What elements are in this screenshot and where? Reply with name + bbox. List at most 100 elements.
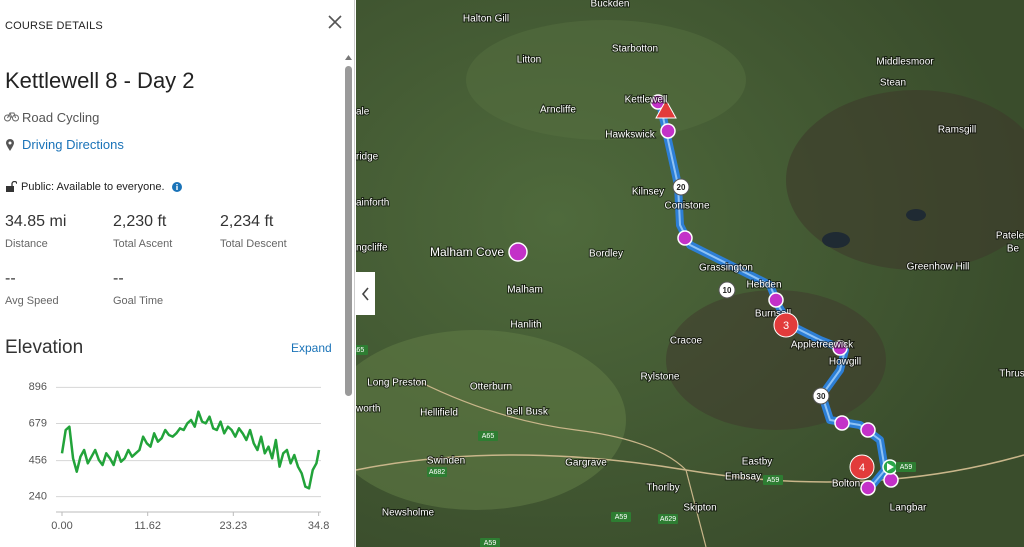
stat-value: 2,230 ft bbox=[113, 213, 167, 230]
place-label: Long Preston bbox=[367, 378, 427, 389]
place-label: Buckden bbox=[591, 0, 630, 10]
y-tick-label: 240 bbox=[29, 491, 47, 503]
road-label: A682 bbox=[429, 469, 445, 476]
stat-value: 34.85 mi bbox=[5, 213, 67, 230]
y-tick-label: 679 bbox=[29, 417, 47, 429]
route-marker bbox=[718, 281, 736, 299]
scroll-up[interactable] bbox=[344, 54, 353, 61]
place-label: worth bbox=[356, 404, 380, 415]
road-shield bbox=[356, 345, 368, 355]
map[interactable]: Buckden Halton Gill Starbotton Litton Middle… bbox=[356, 0, 1024, 547]
scrollbar[interactable] bbox=[345, 66, 352, 396]
x-tick-label: 0.00 bbox=[51, 520, 72, 532]
poi-markers bbox=[508, 94, 899, 496]
elevation-line bbox=[60, 410, 321, 490]
place-label: Conistone bbox=[664, 201, 709, 212]
place-label: Bordley bbox=[589, 249, 623, 260]
place-label: Langbar bbox=[890, 503, 927, 514]
route-marker-label: 30 bbox=[817, 392, 826, 401]
elevation-chart: 240 456 679 896 0.00 11.62 23.23 34.8 bbox=[29, 381, 330, 532]
x-tick-label: 34.8 bbox=[308, 520, 329, 532]
route-marker-label: 4 bbox=[859, 462, 865, 474]
place-label: Halton Gill bbox=[463, 14, 509, 25]
place-label: Otterburn bbox=[470, 382, 512, 393]
place-label: Swinden bbox=[427, 456, 465, 467]
place-label: Stean bbox=[880, 78, 906, 89]
place-label: Be bbox=[1007, 244, 1020, 255]
place-label: Appletreewick bbox=[791, 340, 854, 351]
place-label: Hellifield bbox=[420, 408, 458, 419]
road bbox=[415, 379, 687, 471]
road-shield bbox=[611, 512, 631, 522]
privacy: Public: Available to everyone. bbox=[21, 181, 165, 193]
lock-icon bbox=[6, 181, 17, 192]
stat-value: -- bbox=[5, 270, 16, 287]
course-panel: COURSE DETAILS Kettlewell 8 - Day 2 Road… bbox=[0, 0, 355, 547]
place-label: Newsholme bbox=[382, 508, 435, 519]
place-label: Kettlewell bbox=[625, 95, 668, 106]
bike-icon bbox=[4, 112, 19, 122]
stat-label: Distance bbox=[5, 238, 48, 250]
route-marker-label: 20 bbox=[677, 183, 686, 192]
place-label: Ramsgill bbox=[938, 125, 976, 136]
place-label: Middlesmoor bbox=[876, 57, 934, 68]
route-marker-label: 10 bbox=[723, 286, 732, 295]
collapse-tab[interactable] bbox=[356, 272, 375, 315]
place-label: Hebden bbox=[746, 280, 781, 291]
place-label: Greenhow Hill bbox=[907, 262, 970, 273]
stat-label: Total Ascent bbox=[113, 238, 173, 250]
fields bbox=[356, 330, 626, 510]
place-label: ridge bbox=[356, 152, 379, 163]
stat-value: 2,234 ft bbox=[220, 213, 274, 230]
driving-directions-link[interactable]: Driving Directions bbox=[22, 137, 124, 152]
place-label: ale bbox=[356, 107, 370, 118]
road-label: A629 bbox=[660, 516, 676, 523]
x-tick-label: 23.23 bbox=[220, 520, 248, 532]
place-label: ngcliffe bbox=[356, 243, 388, 254]
road-shield bbox=[763, 475, 783, 485]
fields bbox=[466, 20, 746, 140]
stat-label: Avg Speed bbox=[5, 295, 59, 307]
road-shield bbox=[896, 462, 916, 472]
place-label: ainforth bbox=[356, 198, 389, 209]
road-shield bbox=[658, 514, 678, 524]
elevation-title: Elevation bbox=[5, 337, 84, 358]
stat-label: Total Descent bbox=[220, 238, 287, 250]
route-marker bbox=[849, 454, 875, 480]
road-shield bbox=[480, 538, 500, 547]
route-marker bbox=[672, 178, 690, 196]
road-shield bbox=[427, 467, 447, 477]
place-label: Bell Busk bbox=[506, 407, 549, 418]
road-label: A65 bbox=[482, 433, 495, 440]
place-label: Rylstone bbox=[641, 372, 680, 383]
y-tick-label: 896 bbox=[29, 381, 47, 393]
road-label: A59 bbox=[615, 514, 628, 521]
expand-link[interactable]: Expand bbox=[291, 341, 332, 355]
place-label: Hawkswick bbox=[605, 130, 655, 141]
panel-header: COURSE DETAILS bbox=[5, 20, 103, 32]
place-label: Bolton bbox=[832, 479, 860, 490]
place-label: Hanlith bbox=[510, 320, 541, 331]
reservoir bbox=[822, 232, 850, 248]
place-label: Cracoe bbox=[670, 336, 703, 347]
place-label: Gargrave bbox=[565, 458, 607, 469]
map-labels: Buckden Halton Gill Starbotton Litton Middle… bbox=[356, 0, 1024, 547]
place-label: Embsay bbox=[725, 472, 761, 483]
route-marker bbox=[812, 387, 830, 405]
reservoir bbox=[906, 209, 926, 221]
place-label: Howgill bbox=[829, 357, 861, 368]
info-icon[interactable] bbox=[172, 182, 182, 192]
place-label: Grassington bbox=[699, 263, 753, 274]
route-marker bbox=[773, 312, 799, 338]
place-label: Eastby bbox=[742, 457, 773, 468]
road bbox=[685, 469, 707, 547]
road-shield bbox=[478, 431, 498, 441]
road-label: A59 bbox=[484, 540, 497, 547]
place-label: Thorlby bbox=[646, 483, 679, 494]
close-button[interactable] bbox=[327, 14, 343, 30]
stat-value: -- bbox=[113, 270, 124, 287]
place-label: Malham bbox=[507, 285, 543, 296]
place-label: Malham Cove bbox=[430, 245, 504, 259]
activity-type: Road Cycling bbox=[22, 110, 100, 125]
